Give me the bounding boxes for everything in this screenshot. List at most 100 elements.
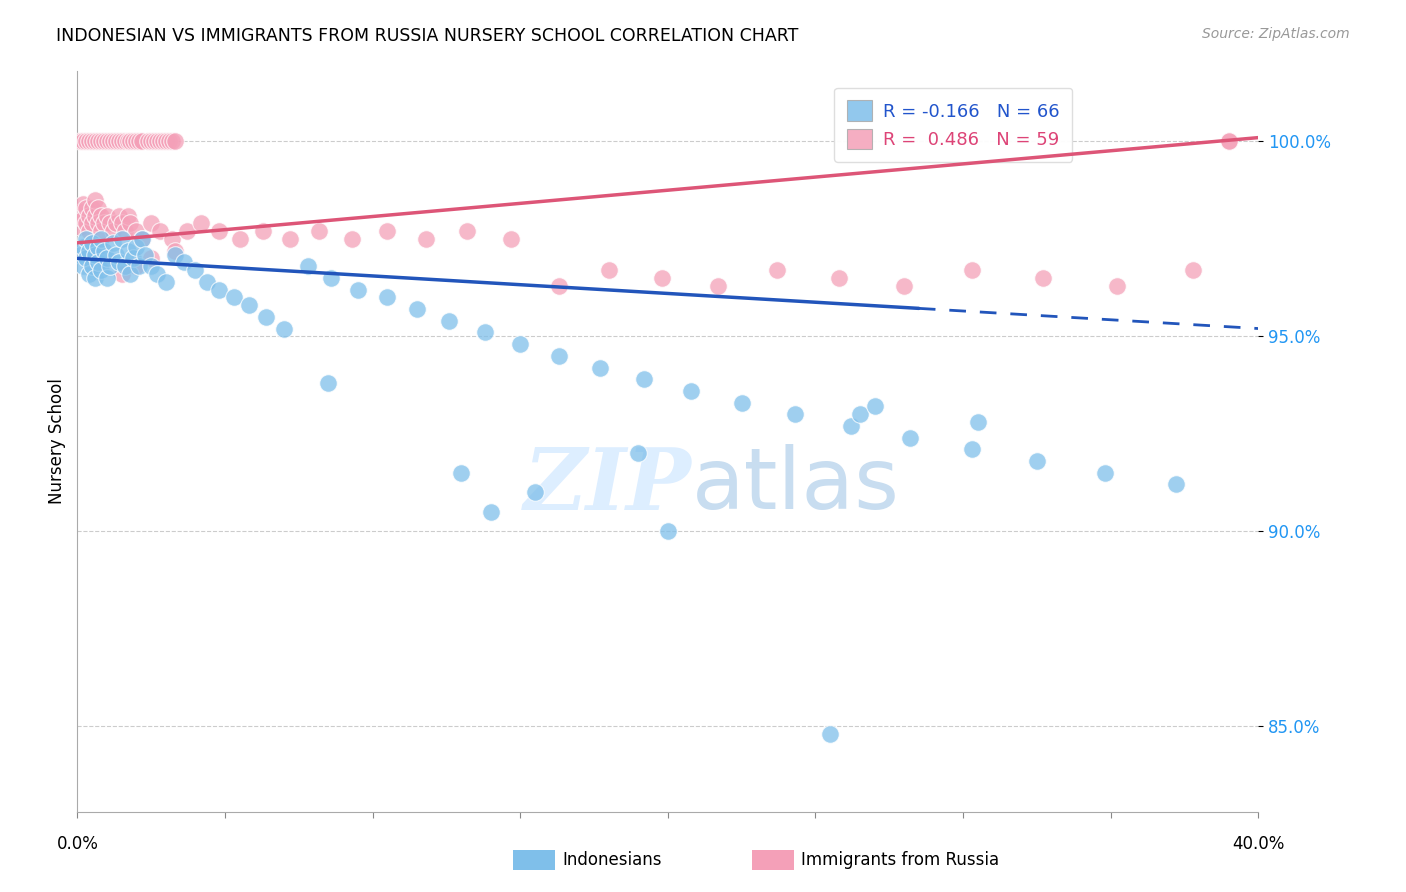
- Point: [252, 224, 274, 238]
- Point: [120, 135, 142, 149]
- Point: [960, 442, 983, 457]
- Point: [77, 244, 100, 258]
- Point: [547, 349, 569, 363]
- Point: [501, 232, 523, 246]
- Point: [90, 224, 112, 238]
- Point: [1218, 135, 1240, 149]
- Point: [90, 135, 112, 149]
- Point: [1105, 278, 1128, 293]
- Point: [107, 209, 129, 223]
- Point: [766, 263, 789, 277]
- Text: atlas: atlas: [692, 444, 900, 527]
- Point: [134, 247, 156, 261]
- Point: [72, 259, 94, 273]
- Point: [589, 360, 612, 375]
- Point: [898, 431, 921, 445]
- Point: [141, 135, 163, 149]
- Point: [149, 135, 172, 149]
- Point: [107, 255, 129, 269]
- Point: [84, 209, 107, 223]
- Point: [131, 232, 153, 246]
- Point: [222, 290, 245, 304]
- Point: [346, 283, 368, 297]
- Point: [90, 209, 112, 223]
- Point: [82, 216, 104, 230]
- Point: [117, 135, 139, 149]
- Text: 0.0%: 0.0%: [56, 835, 98, 853]
- Text: ZIP: ZIP: [523, 444, 692, 528]
- Point: [308, 224, 330, 238]
- Point: [479, 505, 502, 519]
- Point: [101, 235, 124, 250]
- Point: [627, 446, 650, 460]
- Point: [141, 216, 163, 230]
- Point: [122, 252, 145, 266]
- Point: [439, 314, 461, 328]
- Point: [377, 290, 399, 304]
- Point: [828, 271, 851, 285]
- Point: [547, 278, 569, 293]
- Point: [90, 263, 112, 277]
- Point: [152, 135, 174, 149]
- Point: [84, 247, 107, 261]
- Point: [75, 232, 97, 246]
- Point: [72, 197, 94, 211]
- Point: [128, 135, 150, 149]
- Point: [1032, 271, 1054, 285]
- Point: [125, 135, 148, 149]
- Point: [598, 263, 620, 277]
- Point: [273, 321, 295, 335]
- Point: [131, 135, 153, 149]
- Point: [524, 485, 547, 500]
- Point: [75, 252, 97, 266]
- Point: [96, 271, 118, 285]
- Point: [155, 135, 177, 149]
- Point: [633, 372, 655, 386]
- Point: [190, 216, 212, 230]
- Point: [450, 466, 472, 480]
- Point: [82, 259, 104, 273]
- Point: [1026, 454, 1049, 468]
- Point: [84, 193, 107, 207]
- Point: [87, 216, 110, 230]
- Point: [195, 275, 218, 289]
- Point: [406, 301, 429, 316]
- Point: [114, 135, 136, 149]
- Text: Source: ZipAtlas.com: Source: ZipAtlas.com: [1202, 27, 1350, 41]
- Point: [111, 216, 132, 230]
- Point: [707, 278, 730, 293]
- Point: [104, 135, 127, 149]
- Point: [87, 201, 110, 215]
- Point: [731, 395, 754, 409]
- Point: [238, 298, 260, 312]
- Point: [82, 201, 104, 215]
- Point: [146, 267, 169, 281]
- Point: [77, 267, 100, 281]
- Point: [77, 135, 100, 149]
- Point: [69, 247, 91, 261]
- Point: [163, 244, 186, 258]
- Point: [967, 415, 990, 429]
- Point: [75, 201, 97, 215]
- Point: [893, 278, 915, 293]
- Point: [69, 204, 91, 219]
- Point: [184, 263, 207, 277]
- Point: [77, 224, 100, 238]
- Point: [93, 216, 115, 230]
- Point: [297, 259, 319, 273]
- Point: [114, 259, 136, 273]
- Point: [160, 232, 183, 246]
- Point: [101, 224, 124, 238]
- Point: [125, 259, 148, 273]
- Text: 40.0%: 40.0%: [1232, 835, 1285, 853]
- Point: [143, 135, 166, 149]
- Point: [69, 135, 91, 149]
- Point: [82, 235, 104, 250]
- Point: [318, 376, 340, 390]
- Point: [101, 135, 124, 149]
- Point: [839, 419, 862, 434]
- Point: [1094, 466, 1116, 480]
- Point: [321, 271, 343, 285]
- Point: [90, 232, 112, 246]
- Point: [77, 209, 100, 223]
